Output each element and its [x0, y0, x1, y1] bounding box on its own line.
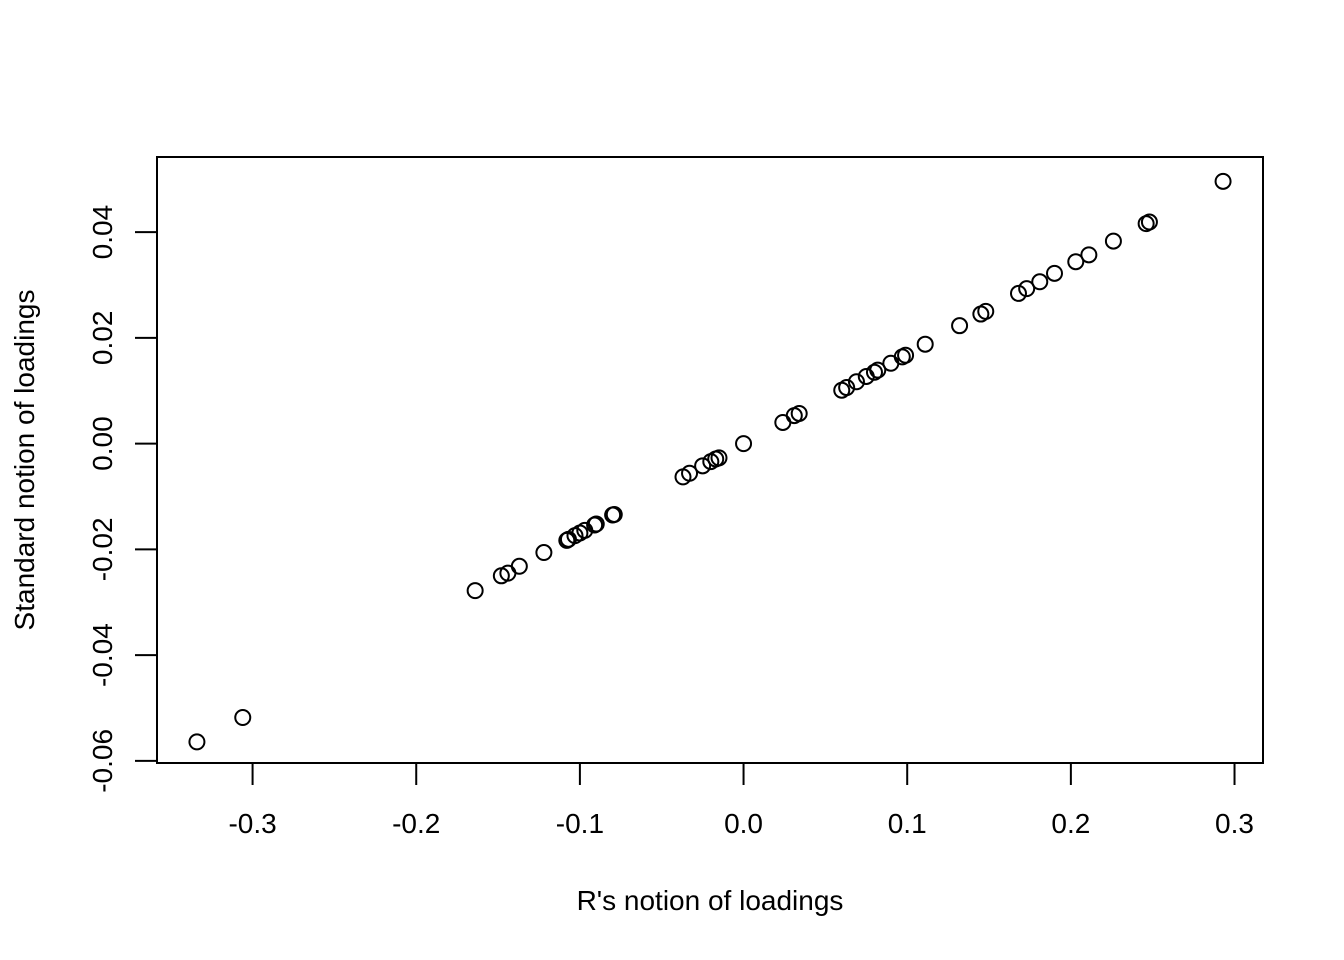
- x-tick-label: -0.2: [392, 808, 440, 839]
- x-tick-label: -0.3: [228, 808, 276, 839]
- data-point: [882, 354, 900, 372]
- data-point: [774, 413, 792, 431]
- data-point: [1104, 232, 1122, 250]
- data-point: [1045, 264, 1063, 282]
- x-axis-label: R's notion of loadings: [577, 885, 844, 916]
- data-point: [865, 363, 883, 381]
- data-point: [897, 346, 915, 364]
- data-point: [869, 361, 887, 379]
- data-point: [681, 464, 699, 482]
- x-tick-label: 0.0: [724, 808, 763, 839]
- x-tick-label: 0.2: [1051, 808, 1090, 839]
- plot-frame: [156, 156, 1264, 764]
- data-point: [977, 302, 995, 320]
- data-point: [466, 582, 484, 600]
- data-point: [951, 317, 969, 335]
- data-point: [838, 379, 856, 397]
- data-point: [1031, 273, 1049, 291]
- y-axis: -0.06 -0.04 -0.02 0.00 0.02 0.04: [87, 205, 158, 793]
- data-point: [188, 733, 206, 751]
- data-point: [916, 335, 934, 353]
- y-tick-label: -0.06: [87, 729, 118, 793]
- y-tick-label: -0.04: [87, 623, 118, 687]
- data-point: [587, 515, 605, 533]
- data-point: [1140, 213, 1158, 231]
- y-tick-label: 0.04: [87, 205, 118, 259]
- y-tick-label: 0.00: [87, 416, 118, 471]
- y-tick-label: 0.02: [87, 311, 118, 366]
- data-points: [188, 172, 1232, 751]
- x-tick-label: 0.3: [1215, 808, 1254, 839]
- data-point: [605, 505, 623, 523]
- y-axis-label: Standard notion of loadings: [9, 290, 40, 631]
- data-point: [790, 404, 808, 422]
- data-point: [847, 373, 865, 391]
- data-point: [735, 435, 753, 453]
- x-axis: -0.3 -0.2 -0.1 0.0 0.1 0.2 0.3: [228, 762, 1254, 839]
- data-point: [510, 557, 528, 575]
- data-point: [234, 709, 252, 727]
- y-tick-label: -0.02: [87, 517, 118, 581]
- data-point: [710, 449, 728, 467]
- x-tick-label: 0.1: [888, 808, 927, 839]
- data-point: [535, 544, 553, 562]
- data-point: [1214, 172, 1232, 190]
- data-point: [694, 457, 712, 475]
- data-point: [1009, 284, 1027, 302]
- data-point: [1080, 246, 1098, 264]
- data-point: [1018, 280, 1036, 298]
- x-tick-label: -0.1: [556, 808, 604, 839]
- data-point: [1067, 253, 1085, 271]
